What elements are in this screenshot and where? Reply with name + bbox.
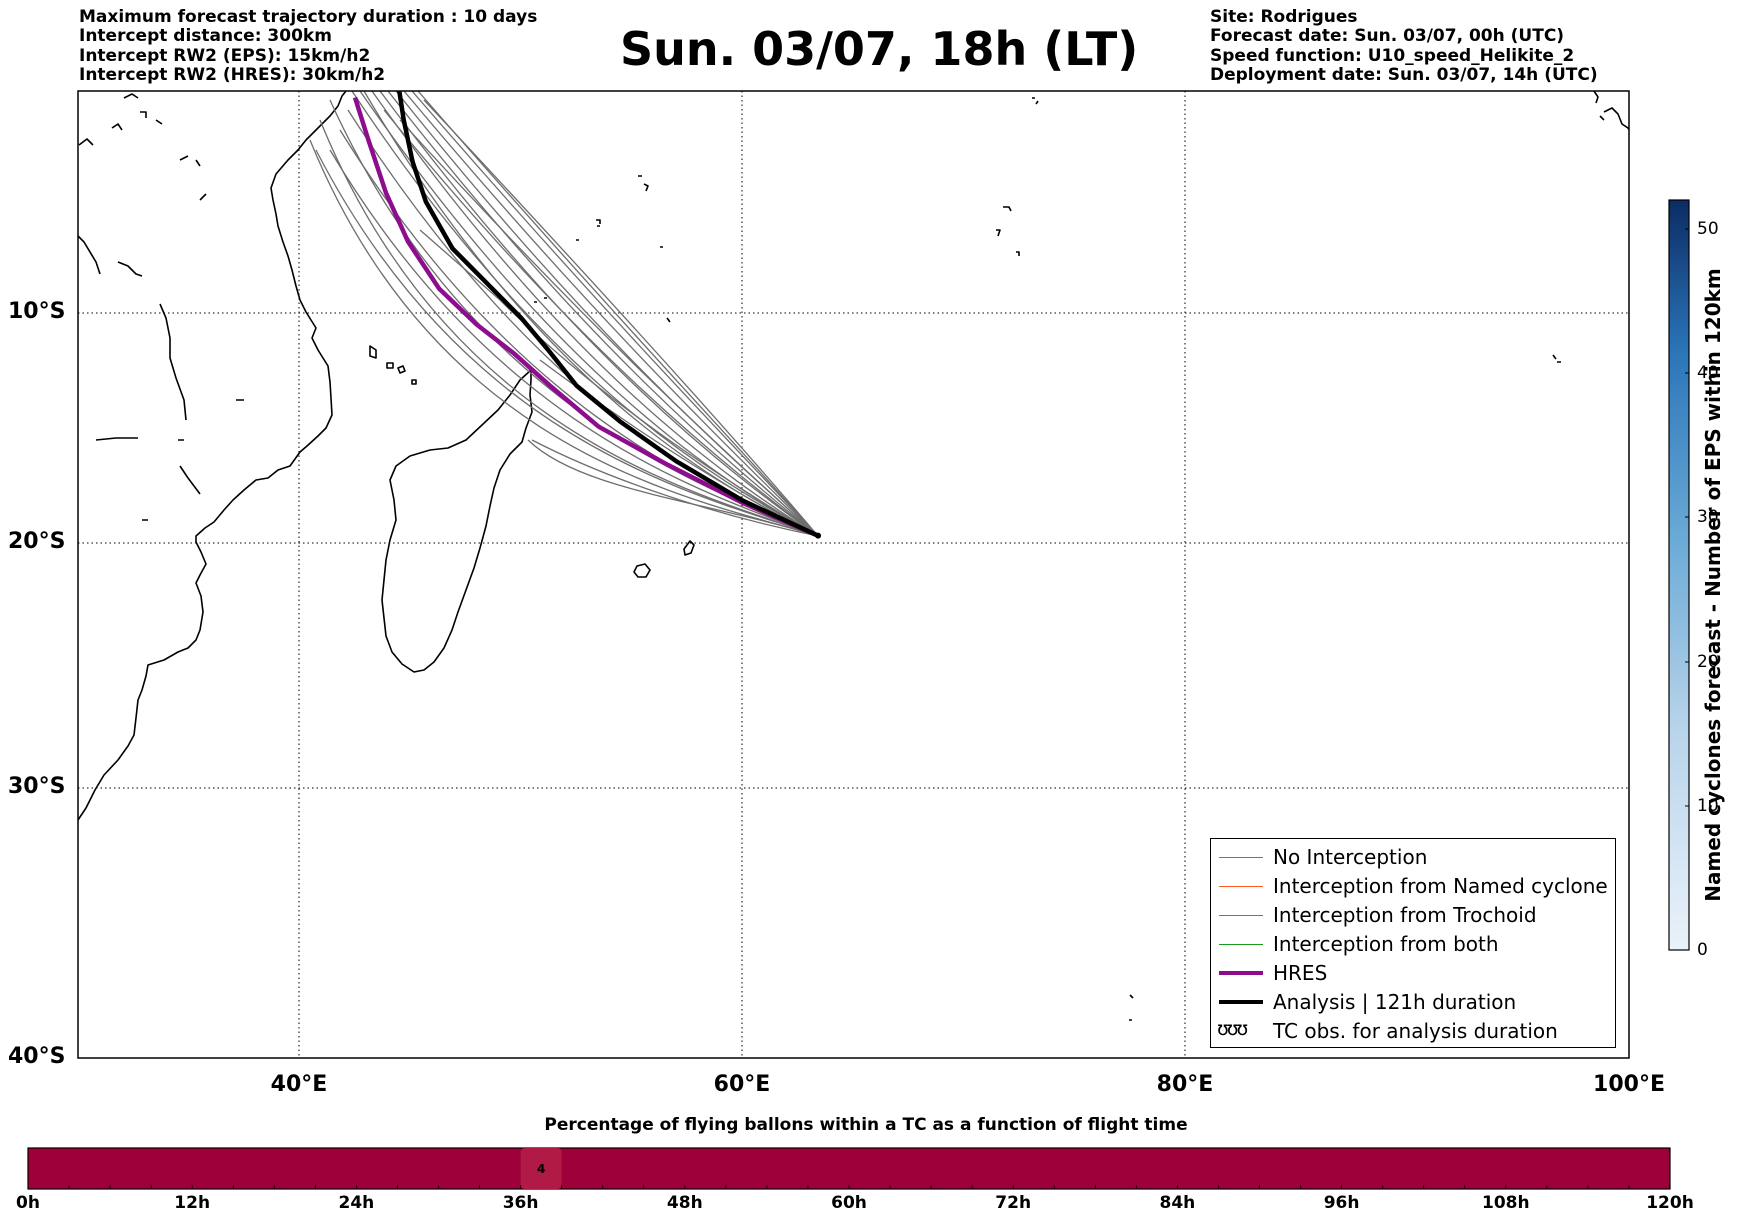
header-right-info: Site: Rodrigues Forecast date: Sun. 03/0… bbox=[1210, 7, 1598, 85]
map-legend: No Interception Interception from Named … bbox=[1210, 838, 1616, 1048]
lon-label-40e: 40°E bbox=[270, 1072, 328, 1097]
lat-label-40s: 40°S bbox=[8, 1044, 66, 1069]
colorbar-tick: 30 bbox=[1697, 507, 1719, 527]
flight-bar-tick-label: 96h bbox=[1323, 1193, 1360, 1213]
flight-bar-tick-label: 120h bbox=[1646, 1193, 1694, 1213]
flight-bar-tick-label: 60h bbox=[831, 1193, 867, 1213]
analysis-track bbox=[397, 91, 819, 538]
amsterdam-islands bbox=[1129, 994, 1134, 1021]
colorbar bbox=[1668, 199, 1690, 951]
colorbar-tick: 40 bbox=[1697, 363, 1719, 383]
speed-function-text: Speed function: U10_speed_Helikite_2 bbox=[1210, 45, 1575, 66]
page-title: Sun. 03/07, 18h (LT) bbox=[620, 22, 1139, 76]
forecast-date-text: Forecast date: Sun. 03/07, 00h (UTC) bbox=[1210, 26, 1565, 47]
reunion-island bbox=[633, 563, 651, 578]
intercept-distance-text: Intercept distance: 300km bbox=[79, 26, 332, 47]
flight-bar-tick-label: 72h bbox=[995, 1193, 1032, 1213]
max-duration-text: Maximum forecast trajectory duration : 1… bbox=[79, 7, 538, 27]
cocos-islands bbox=[1552, 354, 1561, 363]
legend-item-named-cyclone: Interception from Named cyclone bbox=[1211, 872, 1615, 901]
site-text: Site: Rodrigues bbox=[1210, 7, 1358, 27]
lat-label-30s: 30°S bbox=[8, 774, 66, 799]
flight-bar-title: Percentage of flying ballons within a TC… bbox=[544, 1115, 1188, 1135]
flight-time-bar bbox=[27, 1147, 1671, 1190]
deployment-date-text: Deployment date: Sun. 03/07, 14h (UTC) bbox=[1210, 64, 1598, 85]
colorbar-tick: 20 bbox=[1697, 652, 1719, 672]
gridlines bbox=[78, 91, 1629, 1058]
map-frame bbox=[77, 90, 1630, 1059]
legend-item-both: Interception from both bbox=[1211, 930, 1615, 959]
north-islands bbox=[1032, 97, 1039, 105]
legend-item-hres: HRES bbox=[1211, 959, 1615, 988]
flight-bar-tick-label: 48h bbox=[666, 1193, 703, 1213]
comoros-islands bbox=[369, 345, 417, 385]
red-sea-coast bbox=[78, 93, 244, 521]
legend-item-trochoid: Interception from Trochoid bbox=[1211, 901, 1615, 930]
eps-trajectories bbox=[309, 91, 819, 537]
hres-track bbox=[352, 96, 819, 538]
flight-bar-tick-label: 0h bbox=[16, 1193, 40, 1213]
colorbar-tick: 10 bbox=[1697, 796, 1719, 816]
legend-item-tc-obs: ʊʊʊ TC obs. for analysis duration bbox=[1217, 1018, 1558, 1043]
lon-label-60e: 60°E bbox=[713, 1072, 771, 1097]
flight-bar-tick-label: 12h bbox=[174, 1193, 211, 1213]
coastlines bbox=[78, 91, 1629, 1021]
flight-bar-tick-label: 36h bbox=[502, 1193, 539, 1213]
asia-coastline bbox=[1593, 91, 1629, 131]
africa-coastline bbox=[78, 91, 347, 821]
legend-item-analysis: Analysis | 121h duration bbox=[1211, 988, 1615, 1017]
header-left-info: Maximum forecast trajectory duration : 1… bbox=[79, 7, 538, 85]
launch-site-marker bbox=[815, 532, 822, 539]
colorbar-tick: 0 bbox=[1697, 940, 1708, 960]
tc-obs-icon: ʊʊʊ bbox=[1217, 1018, 1248, 1040]
intercept-eps-text: Intercept RW2 (EPS): 15km/h2 bbox=[79, 45, 371, 66]
flight-bar-tick-label: 84h bbox=[1159, 1193, 1196, 1213]
chagos-islands bbox=[996, 206, 1020, 256]
mauritius-island bbox=[683, 540, 695, 556]
flight-bar-tick-label: 24h bbox=[338, 1193, 375, 1213]
seychelles-islands bbox=[534, 175, 671, 323]
lon-label-100e: 100°E bbox=[1593, 1072, 1665, 1097]
flight-bar-cell-label: 4 bbox=[536, 1162, 546, 1176]
lat-label-20s: 20°S bbox=[8, 529, 66, 554]
lat-label-10s: 10°S bbox=[8, 299, 66, 324]
lon-label-80e: 80°E bbox=[1156, 1072, 1214, 1097]
legend-item-no-interception: No Interception bbox=[1211, 843, 1615, 872]
intercept-hres-text: Intercept RW2 (HRES): 30km/h2 bbox=[79, 64, 386, 85]
colorbar-tick: 50 bbox=[1697, 219, 1719, 239]
flight-bar-tick-label: 108h bbox=[1482, 1193, 1530, 1213]
madagascar-coastline bbox=[381, 369, 533, 673]
